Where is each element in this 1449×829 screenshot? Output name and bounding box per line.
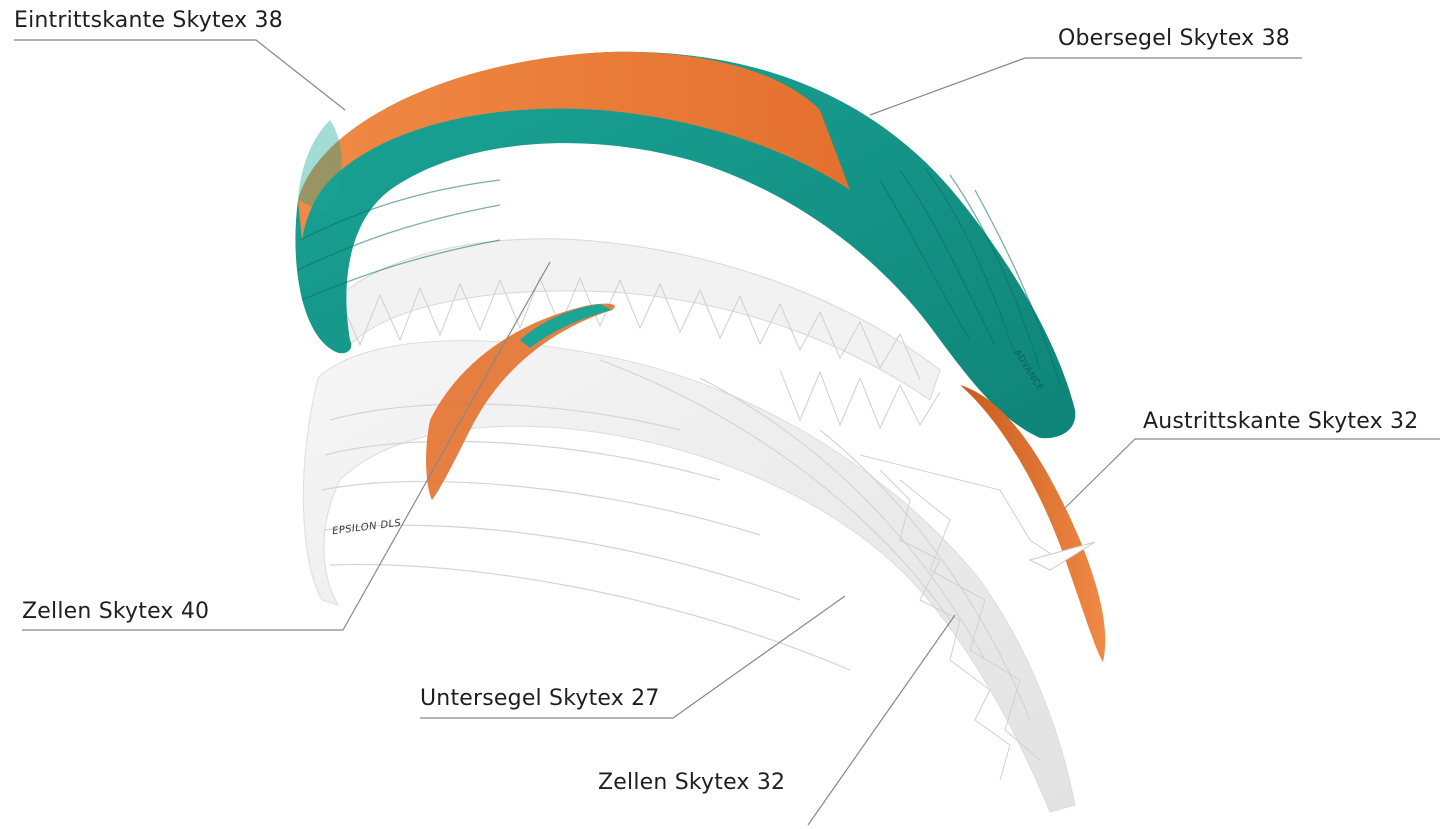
upper-surface-teal-tip: [298, 120, 342, 215]
leading-edge-band: [298, 51, 850, 240]
trailing-edge-diamond: [1028, 541, 1096, 571]
label-upper-surface: Obersegel Skytex 38: [1058, 26, 1290, 51]
leader-lines: [14, 39, 1440, 826]
inner-arc-teal: [520, 304, 612, 348]
leader-line-leading-edge: [14, 39, 346, 111]
leader-line-lower-surface: [420, 595, 846, 719]
cell-structure-lattice: [339, 276, 941, 430]
leader-line-cells-40: [22, 261, 551, 631]
inner-arc: [426, 303, 615, 500]
upper-surface-shape: [295, 51, 1076, 439]
cell-structure-shape: [317, 238, 941, 401]
lower-surface-shape: [302, 340, 1076, 813]
cell-structure-right: [859, 454, 1061, 781]
leader-line-trailing-edge: [1064, 438, 1440, 509]
upper-surface-cells: [297, 167, 1061, 386]
label-lower-surface: Untersegel Skytex 27: [420, 686, 660, 711]
label-cells-32: Zellen Skytex 32: [598, 770, 786, 795]
leader-line-cells-32: [807, 614, 956, 826]
lower-surface-ribs: [321, 359, 1031, 721]
label-trailing-edge: Austrittskante Skytex 32: [1143, 409, 1419, 434]
leader-line-upper-surface: [869, 57, 1302, 116]
label-leading-edge: Eintrittskante Skytex 38: [14, 8, 283, 33]
label-cells-40: Zellen Skytex 40: [22, 599, 210, 624]
